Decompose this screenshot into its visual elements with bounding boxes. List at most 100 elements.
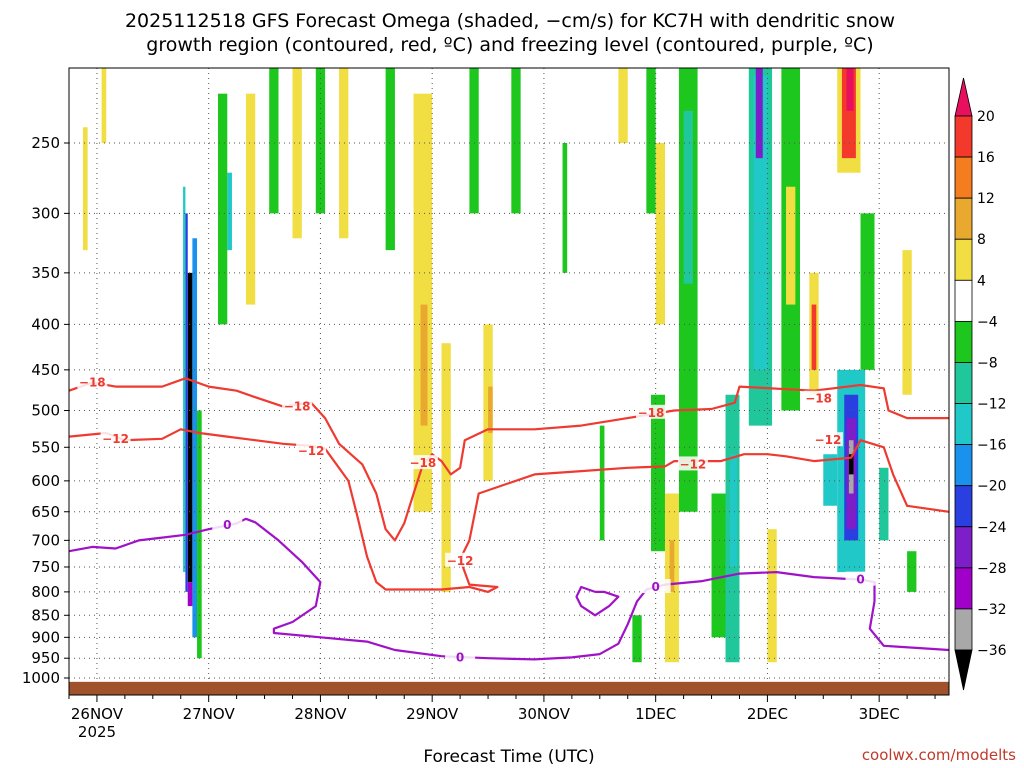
- contour-label-minus-12: −12: [680, 457, 707, 471]
- contour-label-bg: [445, 649, 476, 664]
- omega-cell: [879, 467, 889, 541]
- contour-label-bg: [77, 374, 108, 389]
- omega-cell: [669, 540, 675, 592]
- y-tick-label: 900: [31, 628, 60, 646]
- y-tick-label: 300: [31, 204, 60, 222]
- omega-cell: [82, 127, 88, 251]
- colorbar-bin: [954, 238, 973, 281]
- contour-label-minus-12: −12: [298, 444, 325, 458]
- omega-cell: [488, 386, 493, 433]
- colorbar: 20 16 12 8 4 −4 −8 −12 −16 −20 −24 −28 −32 −36: [954, 77, 1007, 691]
- omega-cell: [413, 93, 433, 512]
- omega-cell: [187, 582, 193, 607]
- omega-shading-layer: [82, 68, 917, 663]
- terrain-layer: [69, 681, 949, 695]
- y-tick-label: 1000: [22, 669, 60, 687]
- y-tick-label: 400: [31, 315, 60, 333]
- colorbar-tick-label: 12: [977, 191, 995, 207]
- y-tick-label: 550: [31, 438, 60, 456]
- y-tick-label: 450: [31, 361, 60, 379]
- omega-cell: [730, 454, 738, 567]
- omega-cell: [469, 68, 479, 214]
- colorbar-bin: [954, 115, 973, 158]
- x-tick-label: 3DEC: [859, 705, 900, 723]
- contour-label-zero: 0: [856, 573, 864, 587]
- contour-label-minus-18: −18: [79, 375, 106, 389]
- y-tick-label: 750: [31, 558, 60, 576]
- x-axis-year-label: 2025: [78, 723, 116, 741]
- contour-label-bg: [636, 404, 667, 419]
- contour-zero-loop: [575, 585, 620, 617]
- colorbar-tick-label: −16: [977, 438, 1007, 454]
- colorbar-top-arrow: [954, 77, 973, 117]
- contour-label-bg: [282, 398, 313, 413]
- contour-label-bg: [812, 432, 843, 447]
- omega-cell: [245, 93, 256, 305]
- y-tick-label: 700: [31, 531, 60, 549]
- omega-cell: [618, 68, 628, 143]
- colorbar-tick-label: −32: [977, 602, 1007, 618]
- colorbar-bottom-arrow: [954, 649, 973, 691]
- y-tick-label: 950: [31, 649, 60, 667]
- colorbar-tick-label: −8: [977, 355, 998, 371]
- contour-label-bg: [212, 517, 243, 532]
- contour-label-minus-18: −18: [805, 392, 832, 406]
- grid-layer: [69, 68, 949, 695]
- y-tick-label: 650: [31, 503, 60, 521]
- contour-label-bg: [803, 390, 834, 405]
- colorbar-tick-label: −20: [977, 479, 1007, 495]
- omega-cell: [632, 615, 642, 663]
- x-tick-label: 30NOV: [518, 705, 571, 723]
- colorbar-bin: [954, 279, 973, 322]
- y-tick-label: 600: [31, 472, 60, 490]
- y-tick-label: 850: [31, 606, 60, 624]
- omega-cell: [197, 410, 202, 659]
- colorbar-tick-label: 20: [977, 109, 995, 125]
- omega-cell: [811, 304, 817, 370]
- x-tick-label: 2DEC: [747, 705, 788, 723]
- colorbar-bin: [954, 526, 973, 569]
- omega-cell: [846, 68, 854, 111]
- omega-cell: [217, 93, 228, 325]
- omega-cell: [187, 272, 193, 583]
- x-tick-label: 29NOV: [406, 705, 459, 723]
- y-tick-label: 350: [31, 264, 60, 282]
- chart-title-line-2: growth region (contoured, red, ºC) and f…: [146, 34, 873, 56]
- colorbar-bin: [954, 362, 973, 404]
- contour-label-minus-18: −18: [638, 406, 665, 420]
- x-axis: 26NOV 27NOV 28NOV 29NOV 30NOV 1DEC 2DEC 3DEC: [68, 695, 936, 723]
- contour-label-minus-18: −18: [409, 456, 436, 470]
- colorbar-bin: [954, 403, 973, 446]
- omega-cell: [101, 68, 107, 143]
- x-tick-label: 27NOV: [183, 705, 236, 723]
- y-tick-label: 250: [31, 134, 60, 152]
- omega-cell: [339, 68, 349, 239]
- contour-minus-12: [68, 428, 950, 593]
- omega-cell: [711, 493, 726, 638]
- x-tick-label: 26NOV: [71, 705, 124, 723]
- omega-cell: [562, 143, 568, 273]
- chart-title-line-1: 2025112518 GFS Forecast Omega (shaded, −…: [125, 10, 895, 32]
- credit-text: coolwx.com/modelts: [862, 746, 1016, 764]
- omega-cell: [599, 425, 605, 541]
- contour-label-minus-12: −12: [815, 433, 842, 447]
- contour-label-zero: 0: [223, 518, 231, 532]
- omega-cell: [786, 186, 796, 305]
- colorbar-bin: [954, 197, 973, 240]
- omega-cell: [269, 68, 279, 214]
- omega-cell: [292, 68, 302, 239]
- omega-cell: [227, 172, 232, 251]
- contour-label-bg: [677, 456, 708, 471]
- omega-cell: [848, 454, 854, 475]
- omega-cell: [902, 250, 912, 395]
- omega-cell: [192, 238, 198, 638]
- x-tick-label: 28NOV: [294, 705, 347, 723]
- omega-cell: [511, 68, 521, 214]
- plot-background: [69, 68, 949, 695]
- colorbar-tick-label: −36: [977, 643, 1007, 659]
- colorbar-tick-label: −24: [977, 520, 1007, 536]
- colorbar-bin: [954, 444, 973, 487]
- colorbar-bin: [954, 567, 973, 610]
- y-tick-label: 500: [31, 402, 60, 420]
